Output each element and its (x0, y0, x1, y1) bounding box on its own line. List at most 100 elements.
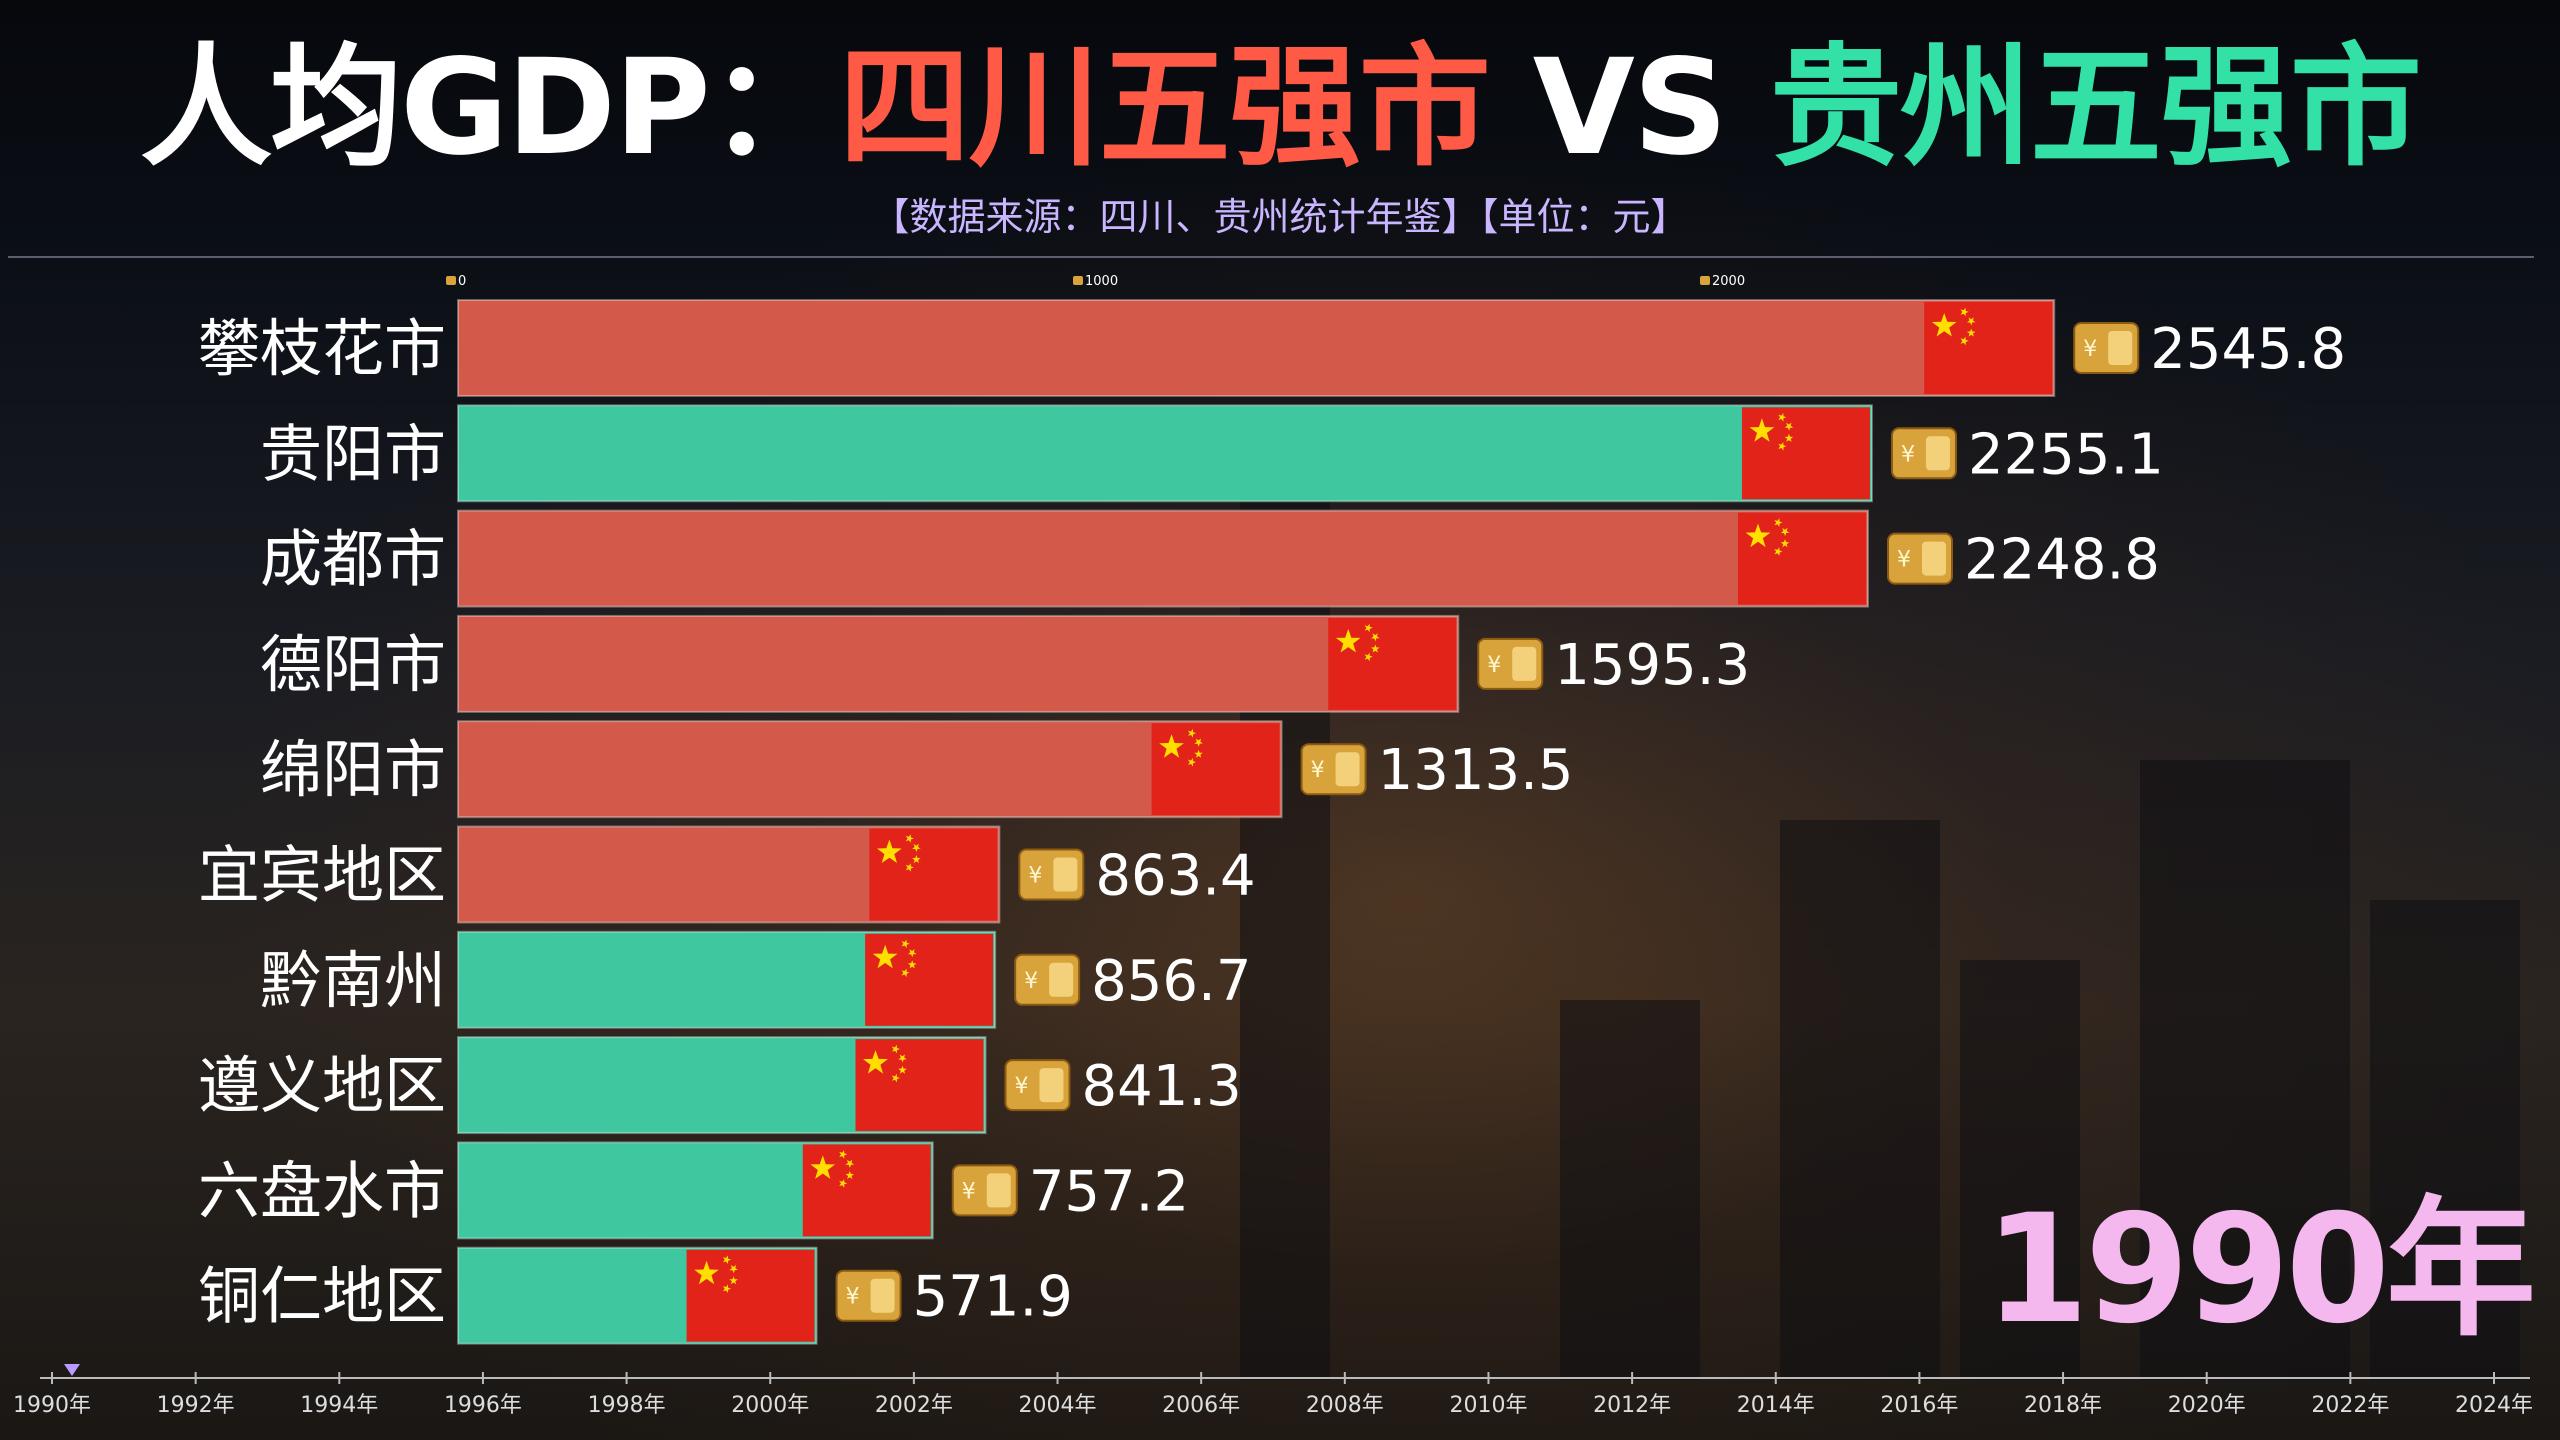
value-label: 1313.5 (1378, 738, 1574, 803)
flag-star (905, 834, 914, 843)
bar-row: 铜仁地区 ¥571.9 (198, 1246, 1073, 1345)
flag-star (901, 968, 910, 978)
top-axis: 0 1000 2000 (446, 274, 1745, 289)
flag-star (1966, 328, 1976, 337)
bar (457, 299, 2056, 397)
background-building (1780, 820, 1940, 1380)
flag-star (1774, 547, 1783, 556)
title-sichuan: 四川五强市 (838, 31, 1491, 185)
timeline-tick: 2022年 (2311, 1372, 2389, 1418)
title-prefix: 人均GDP： (140, 31, 841, 185)
flag-star (1745, 523, 1771, 548)
money-bag-icon: ¥ (1014, 953, 1081, 1006)
value-label: 757.2 (1029, 1159, 1189, 1224)
timeline-tick-label: 2020年 (2168, 1393, 2246, 1418)
flag-star (1335, 628, 1361, 653)
bar (457, 614, 1460, 713)
category-label: 德阳市 (260, 628, 446, 701)
timeline-tick: 1992年 (157, 1372, 235, 1418)
yen-symbol: ¥ (1028, 864, 1042, 889)
money-bag-strap (1925, 436, 1950, 471)
current-year-label: 1990年 (1984, 1183, 2536, 1357)
money-bag-icon: ¥ (835, 1269, 902, 1322)
flag-star (845, 1159, 855, 1168)
flag-star (729, 1265, 738, 1274)
flag-star (729, 1276, 738, 1285)
yen-symbol: ¥ (1311, 758, 1325, 783)
timeline: 1990年 1992年 1994年 1996年 1998年 2000年 2002年 2004年… (13, 1364, 2533, 1418)
flag-star (901, 939, 910, 949)
timeline-tick-label: 1992年 (157, 1393, 235, 1418)
flag-star (1784, 422, 1794, 431)
bar-row: 黔南州 ¥856.7 (260, 930, 1251, 1029)
timeline-tick: 2024年 (2455, 1372, 2533, 1418)
flag-star (1187, 757, 1197, 767)
category-label: 宜宾地区 (198, 839, 446, 912)
yen-symbol: ¥ (1487, 653, 1501, 678)
bar-row: 绵阳市 ¥1313.5 (260, 720, 1574, 819)
bar-row: 六盘水市 ¥757.2 (198, 1141, 1189, 1240)
china-flag-icon (1151, 723, 1280, 816)
top-axis-tick-label: 0 (458, 274, 466, 289)
timeline-tick: 2008年 (1306, 1372, 1384, 1418)
flag-star (907, 949, 917, 958)
value-label: 1595.3 (1554, 633, 1750, 698)
yen-symbol: ¥ (1024, 969, 1038, 994)
money-bag-icon: ¥ (1890, 427, 1957, 480)
timeline-tick: 2014年 (1737, 1372, 1815, 1418)
bar-row: 成都市 ¥2248.8 (260, 509, 2160, 608)
timeline-tick: 2000年 (731, 1372, 809, 1418)
category-label: 贵阳市 (260, 417, 446, 490)
timeline-tick: 2018年 (2024, 1372, 2102, 1418)
timeline-tick-label: 2018年 (2024, 1393, 2102, 1418)
background-building (2140, 760, 2350, 1380)
flag-star (839, 1179, 848, 1188)
money-bag-icon: ¥ (1300, 743, 1367, 796)
value-label: 841.3 (1081, 1054, 1241, 1119)
timeline-tick-label: 1996年 (444, 1393, 522, 1418)
value-label: 2545.8 (2150, 317, 2346, 382)
chart-title: 人均GDP：四川五强市 VS 贵州五强市 (0, 28, 2560, 188)
header-divider (8, 256, 2534, 258)
flag-star (905, 863, 914, 872)
top-axis-tick: 1000 (1073, 274, 1118, 289)
flag-star (1364, 623, 1373, 633)
title-guizhou: 贵州五强市 (1769, 31, 2422, 185)
timeline-tick-label: 1994年 (300, 1393, 378, 1418)
china-flag-icon (1924, 302, 2053, 394)
flag-star (1960, 336, 1969, 346)
timeline-tick-label: 2024年 (2455, 1393, 2533, 1418)
bar-row: 德阳市 ¥1595.3 (260, 614, 1750, 713)
timeline-pointer[interactable] (64, 1364, 80, 1376)
bar (457, 404, 1873, 503)
china-flag-icon (1741, 407, 1870, 500)
category-label: 遵义地区 (198, 1049, 446, 1122)
flag-star (722, 1284, 732, 1293)
timeline-tick-label: 2002年 (875, 1393, 953, 1418)
data-source-subtitle: 【数据来源：四川、贵州统计年鉴】【单位：元】 (871, 195, 1689, 239)
flag-star (1749, 418, 1775, 442)
china-flag-icon (802, 1144, 931, 1237)
timeline-tick-label: 2012年 (1593, 1393, 1671, 1418)
category-label: 六盘水市 (198, 1154, 446, 1227)
yen-symbol: ¥ (1897, 548, 1911, 573)
china-flag-icon (855, 1039, 984, 1132)
flag-star (1371, 644, 1380, 653)
timeline-tick: 1994年 (300, 1372, 378, 1418)
money-bag-icon: ¥ (2073, 322, 2140, 374)
flag-star (877, 839, 902, 863)
bar (457, 509, 1869, 608)
timeline-tick-label: 2022年 (2311, 1393, 2389, 1418)
value-label: 2248.8 (1964, 528, 2160, 593)
flag-star (845, 1170, 854, 1179)
flag-star (898, 1054, 907, 1063)
bar-row: 贵阳市 ¥2255.1 (260, 404, 2164, 503)
category-label: 绵阳市 (260, 733, 446, 806)
flag-star (1780, 539, 1790, 548)
flag-star (1194, 738, 1203, 747)
china-flag-icon (1737, 512, 1866, 605)
flag-star (1371, 633, 1380, 642)
category-label: 成都市 (260, 523, 446, 596)
value-label: 863.4 (1095, 844, 1255, 909)
money-bag-strap (1053, 857, 1078, 892)
